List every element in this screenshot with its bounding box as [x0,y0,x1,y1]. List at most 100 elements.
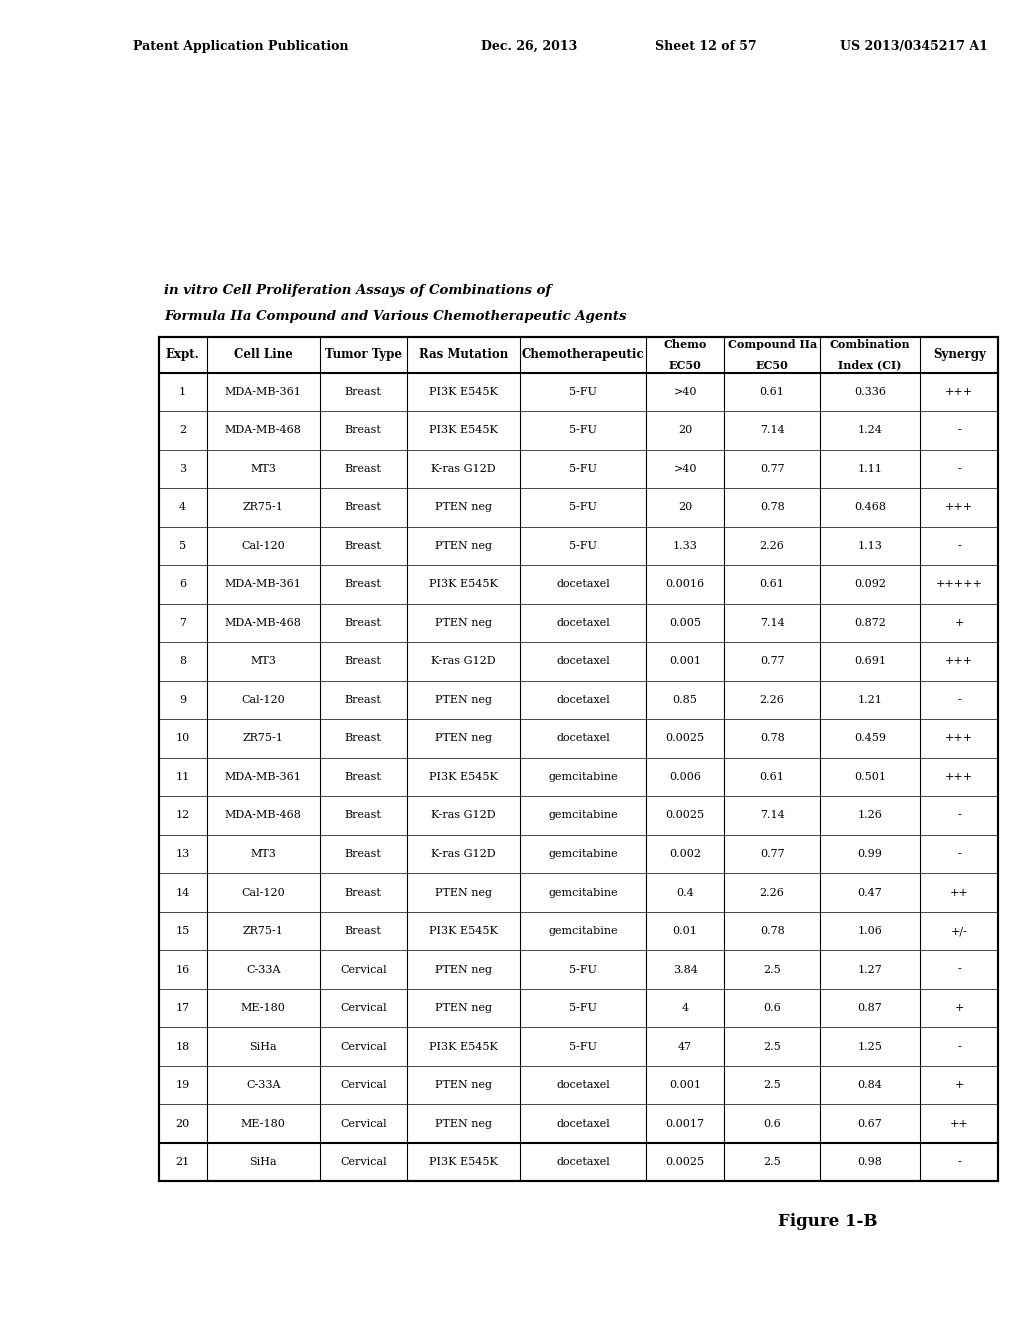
Text: docetaxel: docetaxel [556,618,609,628]
Text: 5: 5 [179,541,186,550]
Text: Breast: Breast [345,618,382,628]
Text: Expt.: Expt. [166,348,200,362]
Text: 20: 20 [175,1118,189,1129]
Text: 0.99: 0.99 [858,849,883,859]
Text: Cervical: Cervical [340,1041,386,1052]
Text: 5-FU: 5-FU [569,463,597,474]
Text: K-ras G12D: K-ras G12D [431,849,496,859]
Text: 2.26: 2.26 [760,694,784,705]
Text: PTEN neg: PTEN neg [435,734,492,743]
Text: 21: 21 [175,1158,189,1167]
Text: 1.11: 1.11 [858,463,883,474]
Text: Breast: Breast [345,541,382,550]
Text: 14: 14 [175,887,189,898]
Bar [159,337,998,1181]
Text: PI3K E545K: PI3K E545K [429,1041,498,1052]
Text: -: - [957,1158,962,1167]
Text: in vitro Cell Proliferation Assays of Combinations of: in vitro Cell Proliferation Assays of Co… [164,284,551,297]
Text: 0.501: 0.501 [854,772,886,781]
Text: 0.092: 0.092 [854,579,886,590]
Text: +++: +++ [945,503,973,512]
Text: C-33A: C-33A [246,1080,281,1090]
Text: Breast: Breast [345,849,382,859]
Text: 0.0025: 0.0025 [666,810,705,821]
Text: Compound IIa: Compound IIa [727,338,817,350]
Text: gemcitabine: gemcitabine [548,849,617,859]
Text: Breast: Breast [345,887,382,898]
Text: 0.85: 0.85 [673,694,697,705]
Text: Figure 1-B: Figure 1-B [778,1213,878,1229]
Text: EC50: EC50 [756,359,788,371]
Text: 7: 7 [179,618,186,628]
Text: 11: 11 [175,772,189,781]
Text: PTEN neg: PTEN neg [435,1003,492,1012]
Text: 1.21: 1.21 [858,694,883,705]
Text: -: - [957,694,962,705]
Text: 0.61: 0.61 [760,579,784,590]
Text: 20: 20 [678,503,692,512]
Text: 3.84: 3.84 [673,965,697,974]
Text: PTEN neg: PTEN neg [435,503,492,512]
Text: -: - [957,810,962,821]
Text: MDA-MB-361: MDA-MB-361 [224,387,302,397]
Text: Cervical: Cervical [340,1158,386,1167]
Text: 0.87: 0.87 [858,1003,883,1012]
Text: 2.5: 2.5 [763,1158,781,1167]
Text: 0.98: 0.98 [858,1158,883,1167]
Text: +: + [954,618,964,628]
Text: Cal-120: Cal-120 [242,887,285,898]
Text: Cervical: Cervical [340,965,386,974]
Text: US 2013/0345217 A1: US 2013/0345217 A1 [840,40,987,53]
Text: 16: 16 [175,965,189,974]
Text: Index (CI): Index (CI) [839,359,902,371]
Text: 1.26: 1.26 [858,810,883,821]
Text: Sheet 12 of 57: Sheet 12 of 57 [655,40,757,53]
Text: 0.001: 0.001 [669,656,701,667]
Text: 5-FU: 5-FU [569,387,597,397]
Text: 0.0016: 0.0016 [666,579,705,590]
Text: Breast: Breast [345,772,382,781]
Text: Breast: Breast [345,694,382,705]
Text: +++: +++ [945,734,973,743]
Text: +: + [954,1003,964,1012]
Text: 9: 9 [179,694,186,705]
Text: Ras Mutation: Ras Mutation [419,348,508,362]
Text: docetaxel: docetaxel [556,656,609,667]
Text: -: - [957,541,962,550]
Text: 0.78: 0.78 [760,927,784,936]
Text: 2.5: 2.5 [763,965,781,974]
Text: MDA-MB-468: MDA-MB-468 [224,810,302,821]
Text: 0.0017: 0.0017 [666,1118,705,1129]
Text: 1.24: 1.24 [858,425,883,436]
Text: 0.872: 0.872 [854,618,886,628]
Text: +/-: +/- [951,927,968,936]
Text: Breast: Breast [345,579,382,590]
Text: 2.26: 2.26 [760,541,784,550]
Text: Cervical: Cervical [340,1118,386,1129]
Text: 0.77: 0.77 [760,656,784,667]
Text: ++: ++ [950,1118,969,1129]
Text: docetaxel: docetaxel [556,694,609,705]
Text: gemcitabine: gemcitabine [548,887,617,898]
Text: +++++: +++++ [936,579,983,590]
Text: 0.691: 0.691 [854,656,886,667]
Text: K-ras G12D: K-ras G12D [431,656,496,667]
Text: 0.468: 0.468 [854,503,886,512]
Text: 2.5: 2.5 [763,1080,781,1090]
Text: 0.6: 0.6 [763,1118,781,1129]
Text: 5-FU: 5-FU [569,541,597,550]
Text: Tumor Type: Tumor Type [325,348,401,362]
Text: Patent Application Publication: Patent Application Publication [133,40,348,53]
Text: 18: 18 [175,1041,189,1052]
Text: 0.005: 0.005 [669,618,701,628]
Text: 19: 19 [175,1080,189,1090]
Text: 0.006: 0.006 [669,772,701,781]
Text: +++: +++ [945,387,973,397]
Text: 0.001: 0.001 [669,1080,701,1090]
Text: Breast: Breast [345,503,382,512]
Text: C-33A: C-33A [246,965,281,974]
Text: Breast: Breast [345,425,382,436]
Text: PI3K E545K: PI3K E545K [429,579,498,590]
Text: Breast: Breast [345,387,382,397]
Text: Breast: Breast [345,463,382,474]
